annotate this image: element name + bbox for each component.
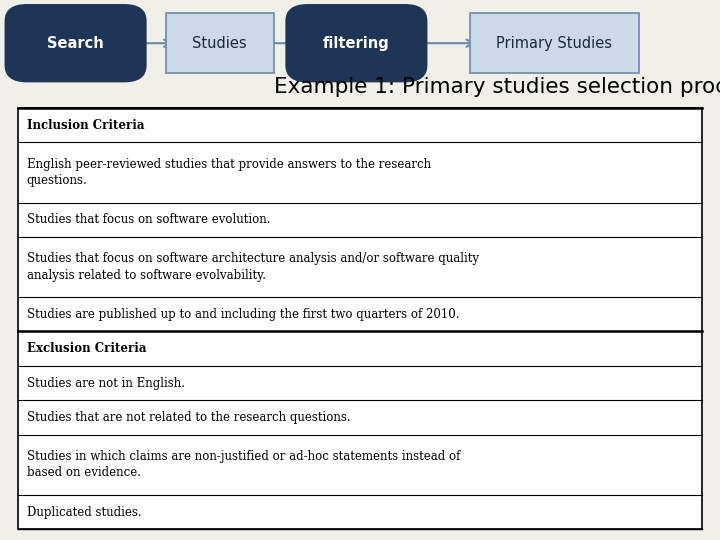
FancyBboxPatch shape	[18, 108, 702, 529]
FancyBboxPatch shape	[287, 5, 426, 82]
Text: Search: Search	[48, 36, 104, 51]
Text: English peer-reviewed studies that provide answers to the research
questions.: English peer-reviewed studies that provi…	[27, 158, 431, 187]
Text: Inclusion Criteria: Inclusion Criteria	[27, 119, 144, 132]
FancyBboxPatch shape	[166, 13, 274, 73]
Text: Studies that focus on software evolution.: Studies that focus on software evolution…	[27, 213, 270, 226]
Text: Primary Studies: Primary Studies	[496, 36, 613, 51]
Text: filtering: filtering	[323, 36, 390, 51]
Text: Studies are not in English.: Studies are not in English.	[27, 376, 184, 389]
Text: Duplicated studies.: Duplicated studies.	[27, 505, 141, 518]
FancyBboxPatch shape	[469, 13, 639, 73]
Text: Studies that are not related to the research questions.: Studies that are not related to the rese…	[27, 411, 350, 424]
Text: Studies are published up to and including the first two quarters of 2010.: Studies are published up to and includin…	[27, 308, 459, 321]
Text: Example 1: Primary studies selection process: Example 1: Primary studies selection pro…	[274, 77, 720, 98]
FancyBboxPatch shape	[0, 70, 720, 105]
Text: Exclusion Criteria: Exclusion Criteria	[27, 342, 146, 355]
Text: Studies in which claims are non-justified or ad-hoc statements instead of
based : Studies in which claims are non-justifie…	[27, 450, 460, 480]
Text: Studies: Studies	[192, 36, 247, 51]
FancyBboxPatch shape	[5, 5, 145, 82]
Text: Studies that focus on software architecture analysis and/or software quality
ana: Studies that focus on software architect…	[27, 252, 479, 282]
